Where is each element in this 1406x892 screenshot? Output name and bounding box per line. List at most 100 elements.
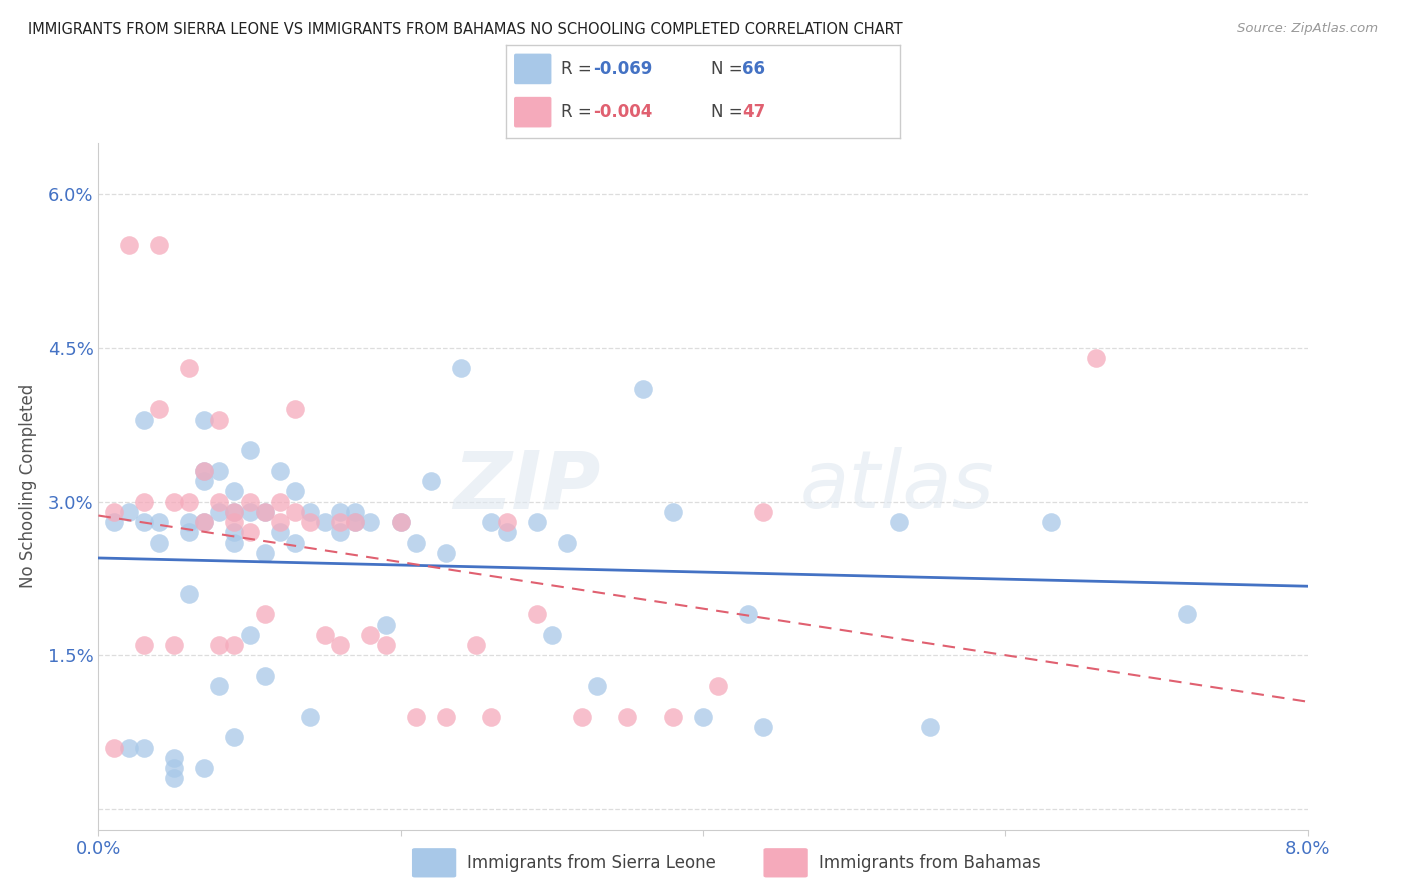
Point <box>420 474 443 488</box>
Point <box>329 515 352 529</box>
Point <box>163 638 186 652</box>
Point <box>224 484 246 499</box>
Point <box>284 402 307 417</box>
Point <box>208 679 231 693</box>
Point <box>889 515 911 529</box>
Point <box>374 638 396 652</box>
Point <box>284 505 307 519</box>
Point <box>208 494 231 508</box>
Point <box>374 617 396 632</box>
Point <box>208 412 231 426</box>
Point <box>314 628 336 642</box>
Point <box>103 505 125 519</box>
Point <box>616 710 638 724</box>
Point <box>405 535 427 549</box>
Point <box>329 505 352 519</box>
Point <box>752 505 775 519</box>
Point <box>239 443 262 458</box>
Point <box>389 515 412 529</box>
Point <box>405 710 427 724</box>
Text: N =: N = <box>711 103 748 121</box>
Point <box>118 740 141 755</box>
Point <box>571 710 593 724</box>
Point <box>148 515 170 529</box>
Point <box>148 535 170 549</box>
Text: 66: 66 <box>742 60 765 78</box>
Point <box>450 361 472 376</box>
Point <box>253 546 276 560</box>
Point <box>344 505 367 519</box>
Point <box>329 525 352 540</box>
Point <box>360 628 382 642</box>
FancyBboxPatch shape <box>763 848 808 878</box>
Point <box>193 515 215 529</box>
Point <box>239 494 262 508</box>
Point <box>434 710 457 724</box>
Point <box>465 638 488 652</box>
Point <box>540 628 562 642</box>
Point <box>631 382 654 396</box>
Point <box>103 740 125 755</box>
Point <box>193 761 215 775</box>
Text: atlas: atlas <box>800 447 994 525</box>
Point <box>1175 607 1198 622</box>
Point <box>329 638 352 652</box>
Point <box>163 761 186 775</box>
Point <box>253 505 276 519</box>
Point <box>118 505 141 519</box>
Point <box>179 494 201 508</box>
Point <box>208 505 231 519</box>
Point <box>163 751 186 765</box>
Point <box>208 638 231 652</box>
FancyBboxPatch shape <box>412 848 457 878</box>
Point <box>148 402 170 417</box>
FancyBboxPatch shape <box>515 97 551 128</box>
Point <box>239 525 262 540</box>
Point <box>179 361 201 376</box>
Point <box>555 535 578 549</box>
Point <box>163 772 186 786</box>
Point <box>208 464 231 478</box>
Point <box>360 515 382 529</box>
Point <box>1085 351 1108 365</box>
Point <box>132 515 155 529</box>
Point <box>224 515 246 529</box>
Point <box>752 720 775 734</box>
Point <box>253 607 276 622</box>
Text: R =: R = <box>561 60 598 78</box>
Point <box>495 515 517 529</box>
Text: N =: N = <box>711 60 748 78</box>
Point <box>299 515 322 529</box>
Point <box>344 515 367 529</box>
Point <box>661 505 683 519</box>
Point <box>179 525 201 540</box>
Point <box>299 710 322 724</box>
Point <box>224 731 246 745</box>
Point <box>481 515 503 529</box>
Point <box>526 607 548 622</box>
Point <box>253 505 276 519</box>
Point <box>661 710 683 724</box>
Text: R =: R = <box>561 103 598 121</box>
Point <box>737 607 759 622</box>
Point <box>224 535 246 549</box>
Text: ZIP: ZIP <box>453 447 600 525</box>
Point <box>481 710 503 724</box>
Point <box>148 238 170 252</box>
Point <box>193 515 215 529</box>
Text: Source: ZipAtlas.com: Source: ZipAtlas.com <box>1237 22 1378 36</box>
Point <box>179 515 201 529</box>
Y-axis label: No Schooling Completed: No Schooling Completed <box>18 384 37 588</box>
Point <box>179 587 201 601</box>
Point <box>692 710 714 724</box>
Point <box>239 505 262 519</box>
Point <box>269 515 291 529</box>
Point <box>284 535 307 549</box>
Point <box>1039 515 1062 529</box>
Point <box>707 679 730 693</box>
Point <box>344 515 367 529</box>
Text: Immigrants from Bahamas: Immigrants from Bahamas <box>820 854 1040 872</box>
Point <box>118 238 141 252</box>
FancyBboxPatch shape <box>515 54 551 84</box>
Point <box>132 638 155 652</box>
